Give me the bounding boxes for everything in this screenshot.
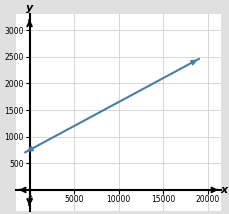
Text: y: y <box>26 3 33 12</box>
Text: x: x <box>219 185 226 195</box>
